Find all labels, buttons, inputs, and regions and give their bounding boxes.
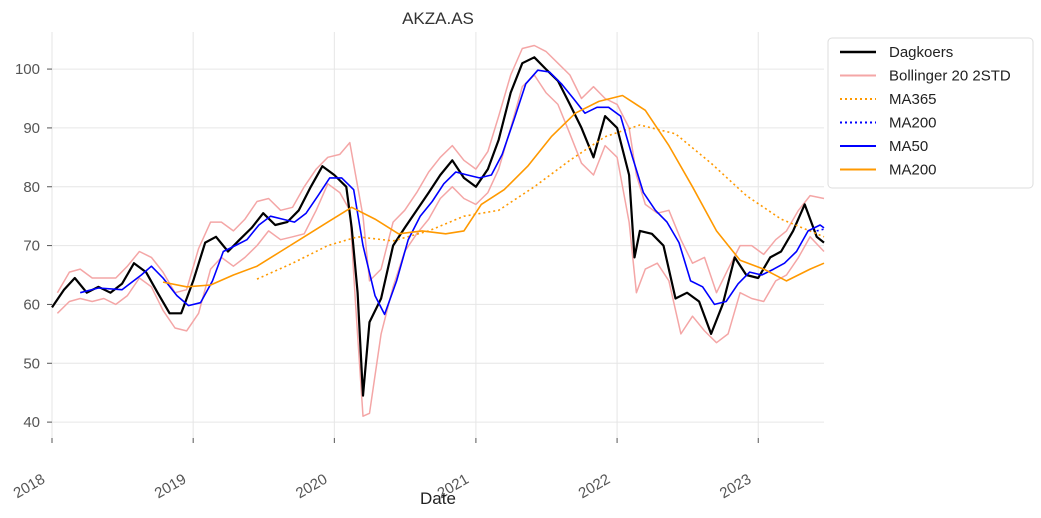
x-tick-label: 2020: [293, 471, 330, 502]
series-line-ma200-5: [162, 94, 825, 288]
y-tick-label: 60: [23, 296, 40, 313]
legend-label: MA200: [889, 115, 937, 132]
y-tick-label: 50: [23, 355, 40, 372]
legend: Dagkoers Bollinger 20 2STD MA365 MA200 MA50 M…: [827, 37, 1034, 189]
series-line-dagkoers-0: [51, 56, 825, 397]
y-tick-label: 100: [15, 61, 40, 78]
y-tick-label: 70: [23, 238, 40, 255]
series-line-ma200-3: [816, 228, 825, 232]
legend-label: MA50: [889, 138, 928, 155]
legend-label: Dagkoers: [889, 44, 953, 61]
y-tick-label: 80: [23, 179, 40, 196]
x-axis-label: Date: [420, 489, 456, 508]
grid-layer: [51, 32, 824, 438]
chart-title: AKZA.AS: [402, 9, 474, 28]
x-tick-label: 2019: [152, 471, 189, 502]
legend-label: MA365: [889, 91, 937, 108]
legend-label: MA200: [889, 162, 937, 179]
legend-items: Dagkoers Bollinger 20 2STD MA365 MA200 MA50 M…: [840, 44, 1011, 179]
legend-label: Bollinger 20 2STD: [889, 68, 1011, 85]
x-tick-label: 2023: [717, 471, 754, 502]
x-tick-label: 2022: [576, 471, 613, 502]
bollinger-upper-line: [56, 44, 825, 294]
legend-box: [827, 37, 1034, 189]
x-tick-label: 2018: [11, 471, 48, 502]
bollinger-band-layer: [56, 44, 825, 417]
series-line-ma50-4: [79, 69, 825, 316]
series-line-ma365-2: [256, 124, 825, 280]
bollinger-lower-line: [56, 74, 825, 417]
y-tick-label: 40: [23, 414, 40, 431]
series-layer: [51, 56, 825, 397]
y-tick-label: 90: [23, 120, 40, 137]
